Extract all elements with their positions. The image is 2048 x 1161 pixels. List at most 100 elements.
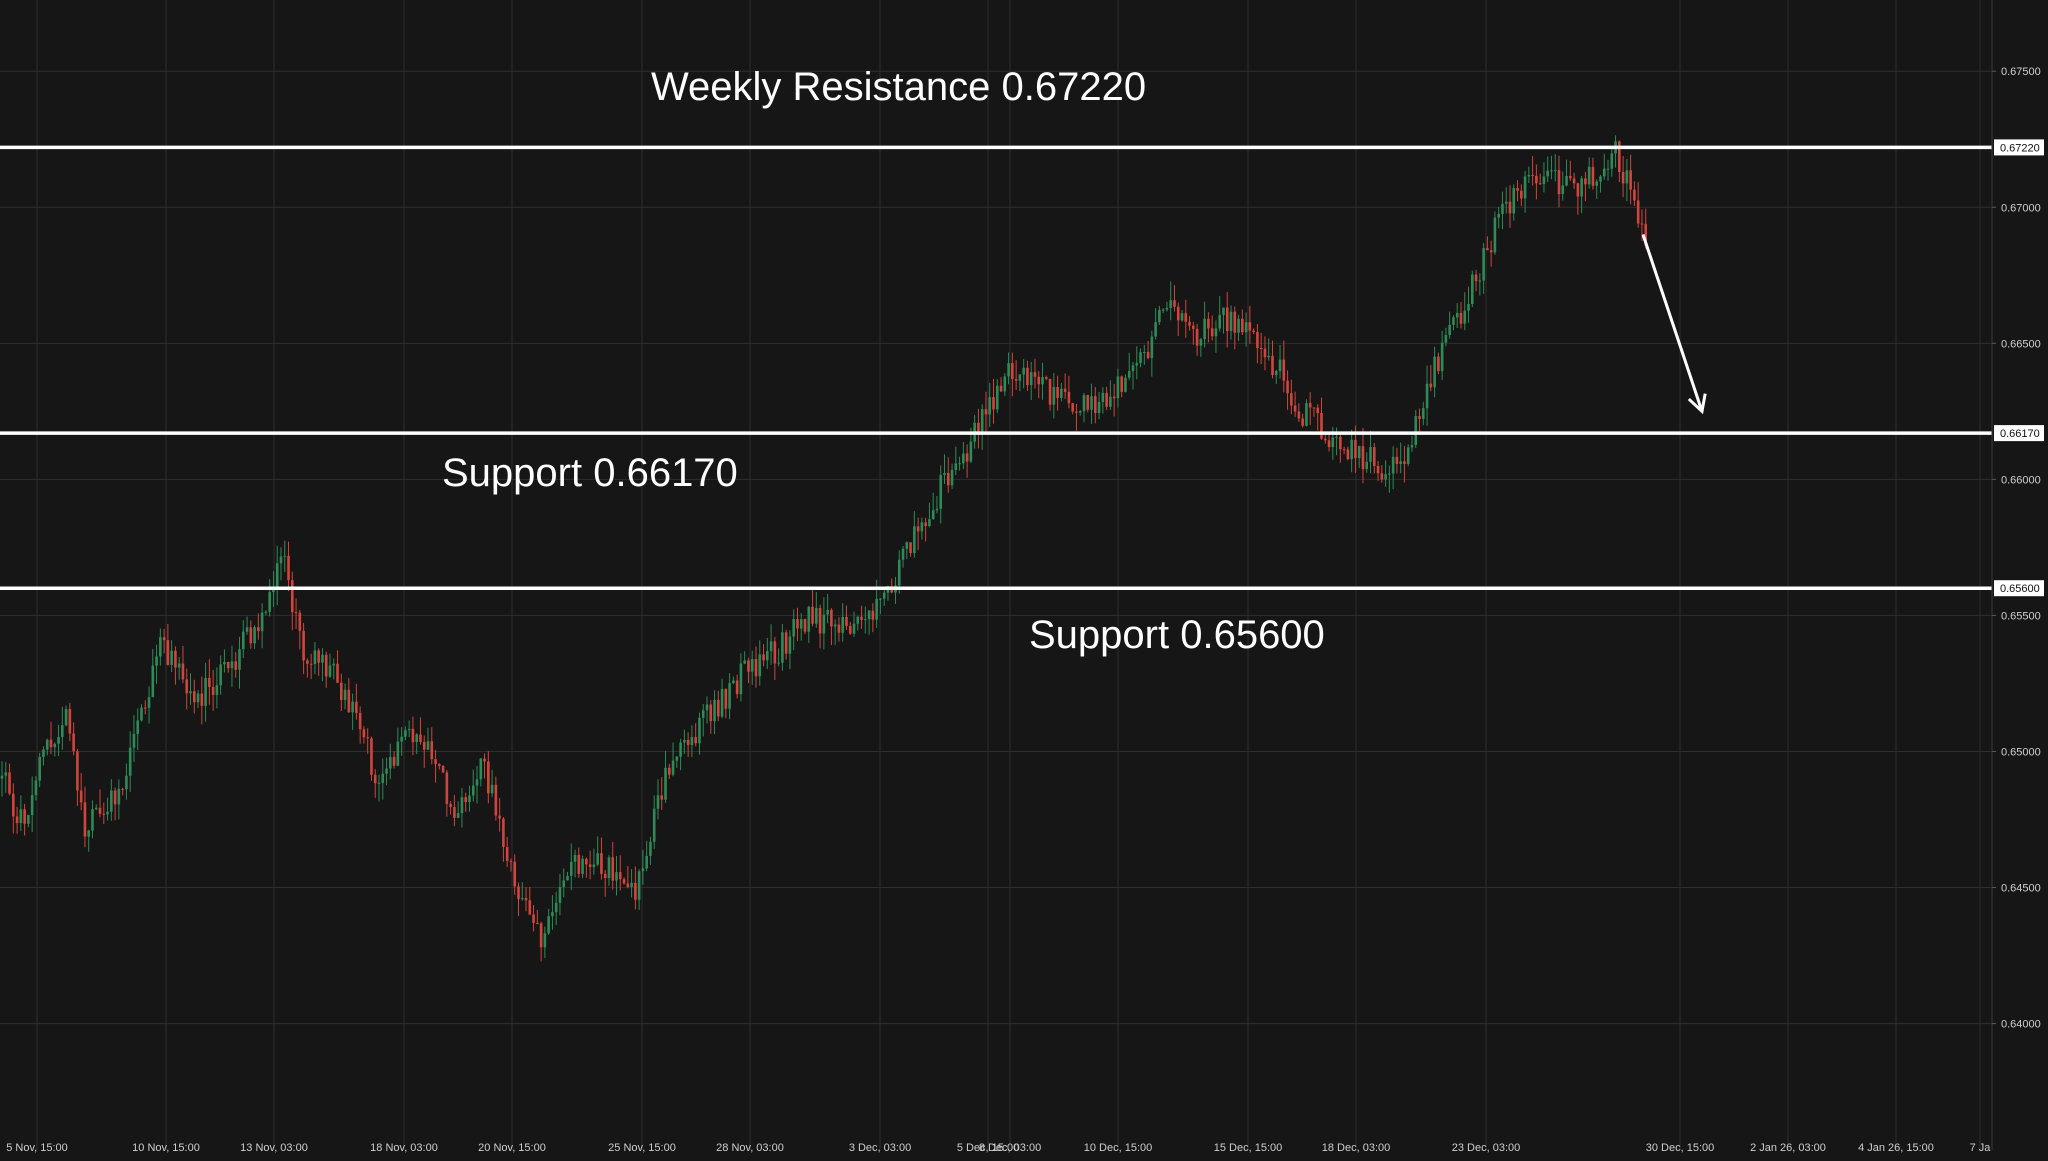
level-price-tag [1994, 139, 2044, 156]
candle-body [1516, 188, 1519, 191]
candle-body [502, 818, 505, 848]
candle-body [422, 741, 426, 750]
candle-body [773, 641, 777, 664]
candle-body [1282, 359, 1286, 381]
candle-body [1256, 332, 1259, 348]
candle-body [1395, 456, 1399, 464]
candle-body [1241, 318, 1244, 333]
horizontal-levels[interactable]: 0.67220 0.66170 0.65600 [0, 139, 2044, 597]
candle-body [370, 738, 373, 775]
candle-body [192, 691, 196, 703]
candle-body [64, 709, 68, 726]
candle-body [294, 612, 298, 614]
candle-body [984, 409, 988, 415]
candle-body [1124, 377, 1127, 392]
candle-body [1308, 403, 1312, 408]
candle-body [913, 526, 916, 554]
candle-body [547, 916, 550, 934]
candle-body [1075, 411, 1078, 413]
candle-body [23, 809, 26, 824]
candle-body [1531, 174, 1534, 176]
candle-body [298, 612, 302, 631]
candle-body [777, 662, 780, 664]
candle-body [79, 790, 83, 803]
candle-body [1425, 383, 1429, 409]
candle-body [230, 661, 234, 669]
time-tick-label: 8 Dec, 03:00 [979, 1142, 1041, 1154]
candle-body [901, 548, 905, 560]
candle-body [882, 592, 886, 599]
candle-body [728, 683, 731, 709]
candle-body [1372, 447, 1376, 466]
candle-body [1561, 185, 1565, 195]
candle-body [366, 737, 369, 739]
candle-body [234, 661, 238, 670]
candle-body [739, 663, 743, 695]
candle-body [792, 619, 795, 637]
candle-body [483, 758, 486, 762]
candle-body [1595, 181, 1599, 186]
price-tick-label: 0.64500 [2001, 883, 2041, 895]
candle-body [1297, 411, 1301, 419]
candle-body [1143, 351, 1146, 353]
candle-body [140, 707, 143, 721]
candle-body [747, 660, 750, 672]
candle-body [57, 737, 60, 744]
candle-body [660, 795, 664, 800]
candle-body [494, 784, 498, 816]
candle-body [441, 766, 445, 773]
candle-body [1406, 447, 1410, 464]
candle-body [1180, 313, 1184, 321]
candle-body [1437, 356, 1440, 372]
candle-body [396, 741, 400, 766]
candle-body [290, 580, 294, 613]
candle-body [649, 841, 652, 856]
candle-body [1354, 439, 1357, 459]
candle-body [306, 660, 309, 664]
candle-body [328, 665, 332, 677]
candle-body [935, 508, 939, 511]
candle-body [1097, 401, 1101, 414]
candle-body [30, 795, 34, 816]
candle-body [1429, 383, 1433, 388]
candle-body [0, 775, 4, 779]
candle-body [1520, 190, 1523, 199]
candle-body [1033, 372, 1037, 377]
candle-body [1455, 312, 1459, 318]
candle-body [377, 782, 381, 784]
candle-body [1644, 223, 1648, 246]
candle-body [125, 775, 128, 790]
candle-body [223, 661, 226, 665]
candle-body [174, 650, 177, 668]
candle-body [260, 612, 264, 632]
candle-body [475, 779, 479, 786]
level-price-tag [1994, 425, 2044, 442]
candle-body [196, 693, 200, 703]
candle-body [1323, 438, 1327, 441]
candle-body [1576, 183, 1580, 197]
candle-body [1602, 168, 1606, 177]
candle-body [27, 815, 30, 824]
candle-body [121, 788, 124, 790]
candle-body [15, 816, 19, 823]
candle-body [667, 767, 671, 775]
candle-body [762, 654, 765, 661]
candle-body [1041, 377, 1044, 385]
candle-body [732, 680, 735, 684]
candle-body [1414, 416, 1418, 445]
candle-body [701, 710, 705, 718]
candle-body [1135, 362, 1139, 366]
candle-body [524, 898, 528, 901]
candle-body [373, 774, 377, 784]
arrow-head [1687, 393, 1707, 415]
candle-body [717, 699, 720, 717]
candle-body [1380, 473, 1384, 480]
candle-body [438, 764, 441, 767]
candle-body [389, 756, 392, 769]
candle-body [558, 886, 562, 903]
candle-body [200, 693, 204, 706]
candle-body [453, 807, 456, 818]
candle-body [1146, 351, 1150, 359]
candle-body [34, 780, 38, 796]
